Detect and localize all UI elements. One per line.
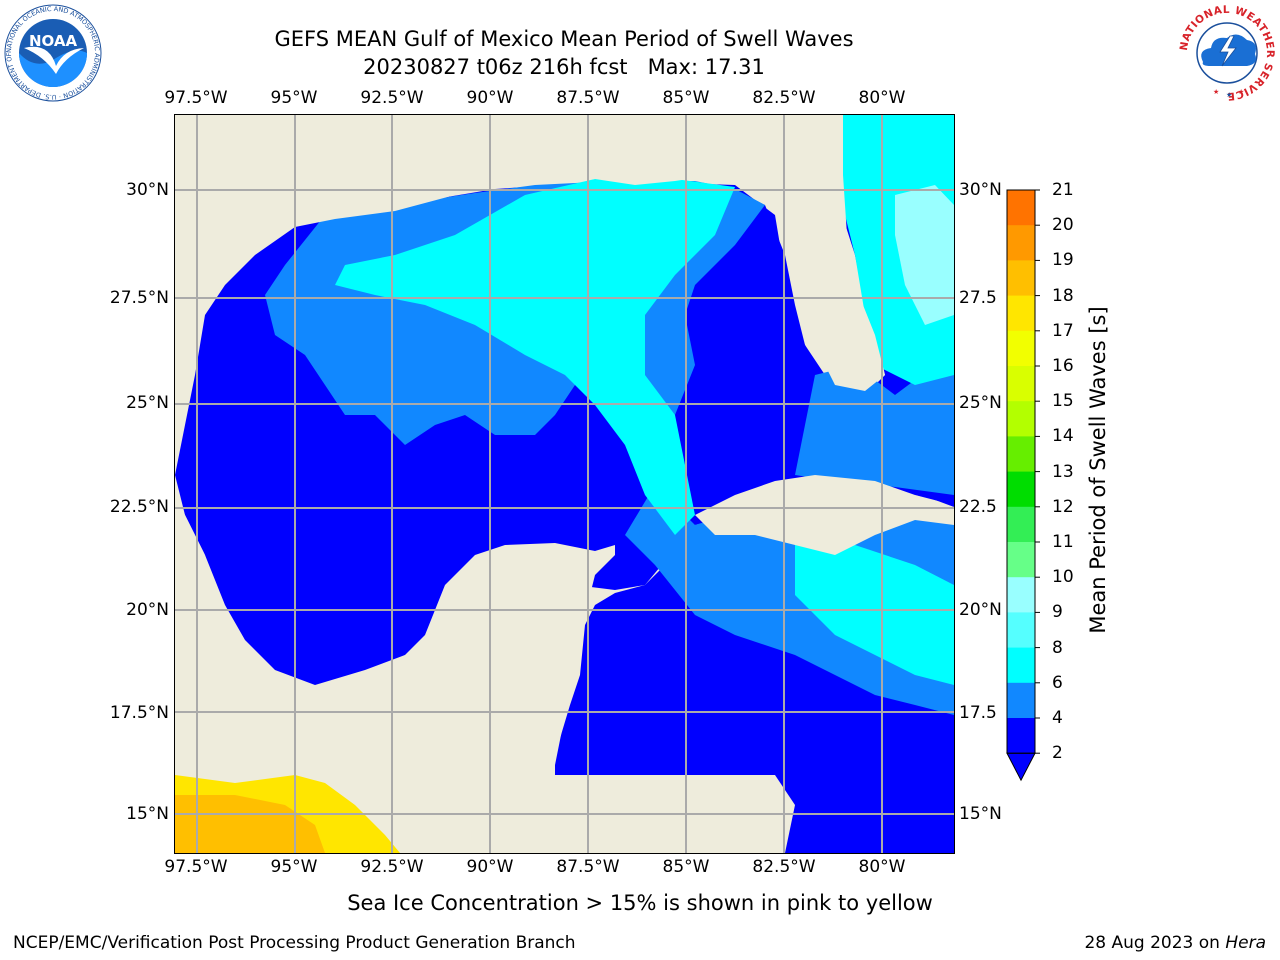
colorbar-segment [1007,330,1035,367]
lat-tick-right: 15°N [959,804,1002,824]
lon-tick-bottom: 90°W [466,857,514,877]
colorbar-segment [1007,471,1035,508]
lat-tick-right: 30°N [959,180,1002,200]
colorbar-label: 8 [1052,637,1063,658]
land-texas-louisiana [175,115,954,475]
credit-organization: NCEP/EMC/Verification Post Processing Pr… [13,933,576,953]
lat-tick-right: 20°N [959,600,1002,620]
colorbar-label: 10 [1052,567,1074,588]
lat-tick-right: 17.5 [959,703,997,723]
colorbar-label: 19 [1052,250,1074,271]
colorbar-segment [1007,612,1035,649]
colorbar-segment [1007,718,1035,754]
lat-tick-left: 27.5°N [109,288,169,308]
swell-band-medium-3 [795,355,954,495]
land-florida [785,115,885,391]
chart-subtitle: 20230827 t06z 216h fcst Max: 17.31 [363,55,765,79]
lon-tick-bottom: 82.5°W [752,857,816,877]
lat-tick-left: 30°N [126,180,169,200]
credit-date: 28 Aug 2023 on Hera [1084,933,1266,953]
colorbar-title: Mean Period of Swell Waves [s] [1086,306,1110,634]
lon-tick-bottom: 92.5°W [360,857,424,877]
noaa-logo: NATIONAL OCEANIC AND ATMOSPHERIC ADMINIS… [1,0,102,106]
svg-text:NOAA: NOAA [29,32,78,50]
colorbar-segment [1007,577,1035,613]
lon-tick-top: 90°W [466,88,514,108]
colorbar-segment [1007,542,1035,578]
lat-tick-left: 20°N [126,600,169,620]
colorbar-segment [1007,401,1035,437]
lat-tick-right: 22.5 [959,497,997,517]
lon-tick-top: 97.5°W [164,88,228,108]
colorbar-label: 16 [1052,356,1074,376]
colorbar-segment [1007,506,1035,543]
lon-tick-bottom: 87.5°W [556,857,620,877]
colorbar-label: 11 [1052,532,1074,552]
colorbar-segment [1007,295,1035,332]
colorbar-label: 4 [1052,708,1063,728]
colorbar-segment [1007,190,1035,226]
land-cuba [695,475,954,555]
credit-machine: Hera [1225,933,1266,953]
lon-tick-top: 82.5°W [752,88,816,108]
lon-tick-top: 92.5°W [360,88,424,108]
swell-band-lightcyan [895,185,954,325]
colorbar-label: 6 [1052,672,1063,693]
lat-tick-left: 17.5°N [109,703,169,723]
lat-tick-left: 15°N [126,804,169,824]
colorbar-segment [1007,647,1035,684]
lon-tick-top: 87.5°W [556,88,620,108]
lon-tick-bottom: 80°W [858,857,906,877]
colorbar-segment [1007,436,1035,473]
sea-ice-note: Sea Ice Concentration > 15% is shown in … [347,891,933,915]
swell-period-map [175,115,954,853]
colorbar-extend-arrow [1006,752,1036,782]
colorbar-label: 9 [1052,602,1063,623]
credit-date-text: 28 Aug 2023 on [1084,933,1220,953]
colorbar-label: 13 [1052,461,1074,482]
lon-tick-bottom: 95°W [270,857,318,877]
lon-tick-top: 85°W [662,88,710,108]
colorbar-segment [1007,682,1035,719]
colorbar-graphic [1006,189,1040,782]
colorbar-segment [1007,260,1035,297]
svg-text:★: ★ [1213,88,1219,96]
lat-tick-right: 25°N [959,393,1002,413]
colorbar-label: 17 [1052,320,1074,341]
colorbar-segment [1007,366,1035,402]
nws-logo: NATIONAL WEATHER SERVICE ★ ★ ★ [1178,4,1276,106]
colorbar-label: 14 [1052,426,1074,447]
map-gridlines [175,115,954,853]
chart-title: GEFS MEAN Gulf of Mexico Mean Period of … [274,27,854,51]
land-mexico [175,475,754,853]
colorbar-label: 15 [1052,391,1074,412]
swell-band-cyan [335,179,735,535]
colorbar-label: 20 [1052,215,1074,236]
svg-text:★: ★ [1226,91,1232,99]
colorbar-segment [1007,225,1035,261]
lat-tick-left: 22.5°N [109,497,169,517]
svg-text:★: ★ [1238,88,1244,96]
colorbar [1003,188,1043,788]
colorbar-label: 21 [1052,180,1074,200]
lon-tick-top: 95°W [270,88,318,108]
colorbar-label: 12 [1052,496,1074,517]
colorbar-label: 18 [1052,285,1074,306]
map-panel [175,115,954,853]
sea-ice-field-core [175,795,325,853]
lon-tick-bottom: 97.5°W [164,857,228,877]
lat-tick-left: 25°N [126,393,169,413]
colorbar-label: 2 [1052,743,1063,764]
lat-tick-right: 27.5 [959,288,997,308]
lon-tick-top: 80°W [858,88,906,108]
lon-tick-bottom: 85°W [662,857,710,877]
